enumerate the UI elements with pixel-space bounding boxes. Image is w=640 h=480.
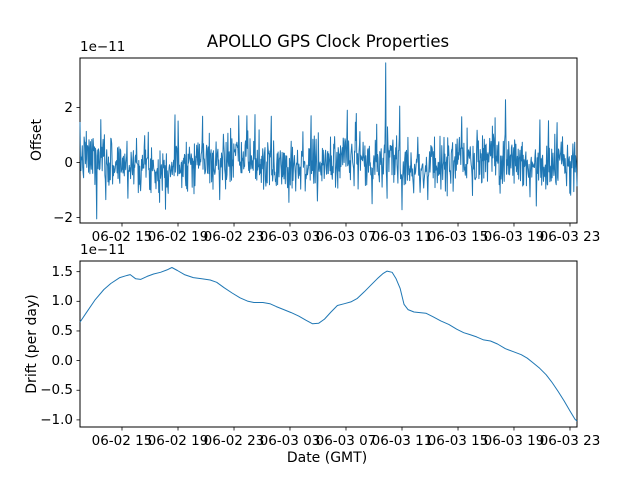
x-tick-label: 06-03 07: [315, 433, 377, 449]
x-tick-label: 06-02 23: [203, 229, 265, 245]
x-tick-label: 06-02 19: [147, 229, 209, 245]
x-axis-label: Date (GMT): [286, 450, 368, 466]
y-axis-label-drift: Drift (per day): [24, 294, 40, 394]
y-tick-label: −1.0: [40, 411, 73, 428]
drift-axes: [79, 260, 578, 428]
y-axis-label-offset: Offset: [29, 118, 45, 162]
x-tick-label: 06-03 11: [371, 433, 433, 449]
x-tick-label: 06-02 23: [203, 433, 265, 449]
x-tick-label: 06-03 23: [539, 229, 601, 245]
y-tick-label: 1.0: [51, 293, 73, 310]
x-tick-label: 06-02 15: [91, 229, 153, 245]
y-tick-label: 1.5: [51, 263, 73, 280]
x-tick-label: 06-03 19: [483, 229, 545, 245]
x-tick-label: 06-03 03: [259, 229, 321, 245]
x-tick-label: 06-02 19: [147, 433, 209, 449]
x-tick-label: 06-03 11: [371, 229, 433, 245]
y-tick-label: 2: [64, 99, 73, 116]
x-tick-label: 06-03 15: [427, 229, 489, 245]
offset-exponent-bottom: 1e−11: [80, 242, 126, 258]
y-tick-label: 0.0: [51, 352, 73, 369]
x-tick-label: 06-03 23: [539, 433, 601, 449]
offset-axes: [79, 57, 578, 224]
x-tick-label: 06-02 15: [91, 433, 153, 449]
y-tick-label: −0.5: [40, 382, 73, 399]
chart-title: APOLLO GPS Clock Properties: [206, 32, 450, 51]
x-tick-label: 06-03 03: [259, 433, 321, 449]
x-tick-label: 06-03 15: [427, 433, 489, 449]
y-tick-label: 0: [64, 154, 73, 171]
y-tick-label: −2: [53, 209, 73, 226]
drift-series-line: [79, 267, 578, 422]
x-tick-label: 06-03 07: [315, 229, 377, 245]
y-tick-label: 0.5: [51, 322, 73, 339]
x-tick-label: 06-03 19: [483, 433, 545, 449]
offset-series-line: [79, 62, 578, 220]
offset-exponent-top: 1e−11: [80, 39, 126, 55]
